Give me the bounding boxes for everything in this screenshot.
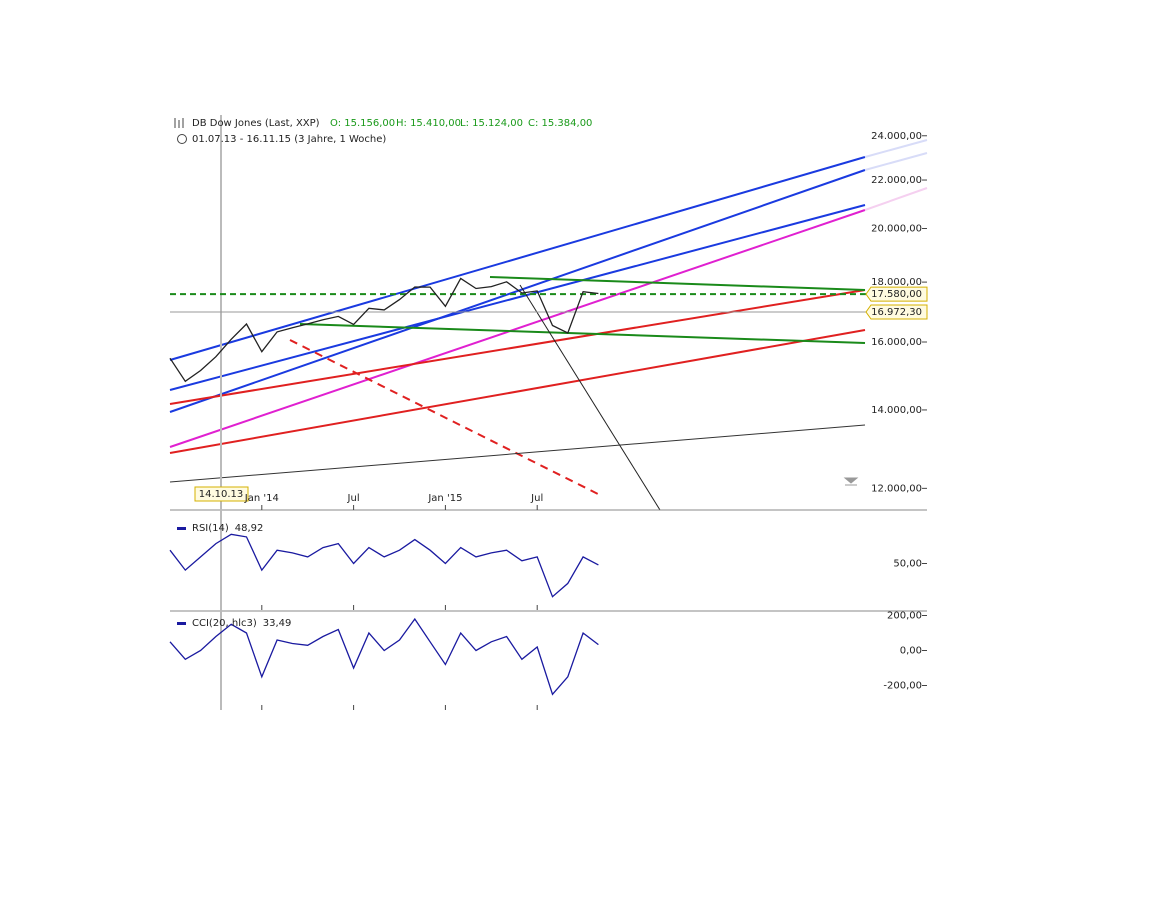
y-tick-label: 20.000,00 [871, 224, 922, 235]
marker-label: 16.972,30 [871, 307, 922, 318]
trend-line [864, 187, 928, 211]
candle-icon [174, 118, 184, 128]
y-tick-label: 0,00 [900, 646, 922, 657]
trend-line [169, 329, 866, 454]
trend-line [864, 152, 928, 171]
chart-subtitle: 01.07.13 - 16.11.15 (3 Jahre, 1 Woche) [192, 134, 386, 145]
series-line [169, 617, 599, 696]
trend-line [169, 156, 866, 361]
trend-line [169, 169, 866, 413]
ohlc: L: 15.124,00 [460, 118, 523, 129]
trend-line [519, 284, 661, 511]
chart-title: DB Dow Jones (Last, XXP) [192, 118, 320, 129]
trend-line [489, 276, 866, 291]
marker-box [865, 286, 928, 302]
trend-lines [169, 139, 928, 511]
y-tick-label: -200,00 [883, 681, 922, 692]
x-tick-label: Jul [347, 493, 360, 504]
y-tick-label: 12.000,00 [871, 483, 922, 494]
legend-swatch [177, 622, 186, 625]
y-tick-label: 18.000,00 [871, 277, 922, 288]
y-tick-label: 50,00 [893, 559, 922, 570]
marker-label: 17.580,00 [871, 289, 922, 300]
x-tick-label: Jan '15 [427, 493, 462, 504]
trend-line [169, 204, 866, 391]
ohlc: O: 15.156,00 [330, 118, 395, 129]
legend-value: 33,49 [263, 618, 292, 629]
marker-box [865, 304, 928, 320]
series-line [169, 277, 599, 383]
ohlc: C: 15.384,00 [528, 118, 592, 129]
y-tick-label: 14.000,00 [871, 405, 922, 416]
y-tick-label: 24.000,00 [871, 131, 922, 142]
crosshair-label: 14.10.13 [199, 489, 244, 500]
series-line [169, 533, 599, 598]
legend-label: RSI(14) [192, 523, 229, 534]
y-tick-label: 16.000,00 [871, 337, 922, 348]
scroll-icon [843, 477, 859, 486]
x-tick-label: Jul [530, 493, 543, 504]
x-tick-label: Jan '14 [244, 493, 279, 504]
trend-line [299, 323, 866, 344]
legend-label: CCI(20, hlc3) [192, 618, 257, 629]
trend-line [169, 289, 866, 405]
trend-line [289, 339, 601, 496]
trend-line [169, 209, 866, 448]
trend-line [169, 424, 866, 483]
y-tick-label: 22.000,00 [871, 175, 922, 186]
clock-icon [177, 134, 187, 144]
legend-value: 48,92 [235, 523, 264, 534]
crosshair-box [194, 486, 249, 502]
legend-swatch [177, 527, 186, 530]
trend-line [864, 139, 928, 158]
ohlc: H: 15.410,00 [396, 118, 461, 129]
y-tick-label: 200,00 [887, 611, 922, 622]
